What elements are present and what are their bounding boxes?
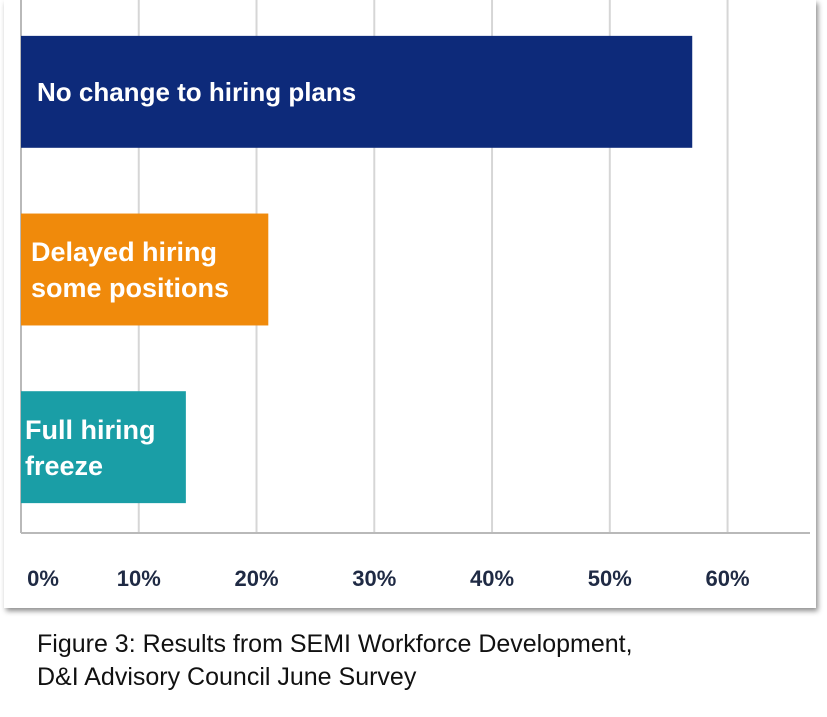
bars: No change to hiring plans Delayed hiring s… — [21, 35, 693, 504]
x-tick-label-2: 20% — [234, 566, 278, 591]
bar-label-1: No change to hiring plans — [37, 77, 356, 107]
bar-label-3: Full hiring freeze — [25, 415, 155, 481]
bar-1: No change to hiring plans — [21, 35, 693, 148]
bar-label-line: some positions — [31, 273, 229, 303]
bar-label-line: Full hiring — [25, 415, 155, 445]
bar-rect-1 — [21, 35, 693, 148]
bar-rect-3 — [21, 391, 186, 504]
bar-label-2: Delayed hiring some positions — [31, 237, 229, 303]
bar-label-line: freeze — [25, 451, 103, 481]
caption-line-1: Figure 3: Results from SEMI Workforce De… — [37, 630, 633, 658]
x-tick-label-4: 40% — [470, 566, 514, 591]
bar-3: Full hiring freeze — [21, 391, 186, 504]
x-tick-label-5: 50% — [588, 566, 632, 591]
bar-rect-2 — [21, 213, 269, 326]
x-tick-label-3: 30% — [352, 566, 396, 591]
bar-label-line: No change to hiring plans — [37, 77, 356, 107]
bar-chart: No change to hiring plans Delayed hiring s… — [20, 0, 810, 591]
caption-line-2: D&I Advisory Council June Survey — [37, 663, 417, 691]
x-tick-labels: 0% 10% 20% 30% 40% 50% 60% — [27, 566, 749, 591]
figure-caption: Figure 3: Results from SEMI Workforce De… — [37, 628, 797, 694]
bar-label-line: Delayed hiring — [31, 237, 217, 267]
x-tick-label-0: 0% — [27, 566, 59, 591]
x-tick-label-6: 60% — [706, 566, 750, 591]
bar-2: Delayed hiring some positions — [21, 213, 269, 326]
x-tick-label-1: 10% — [117, 566, 161, 591]
